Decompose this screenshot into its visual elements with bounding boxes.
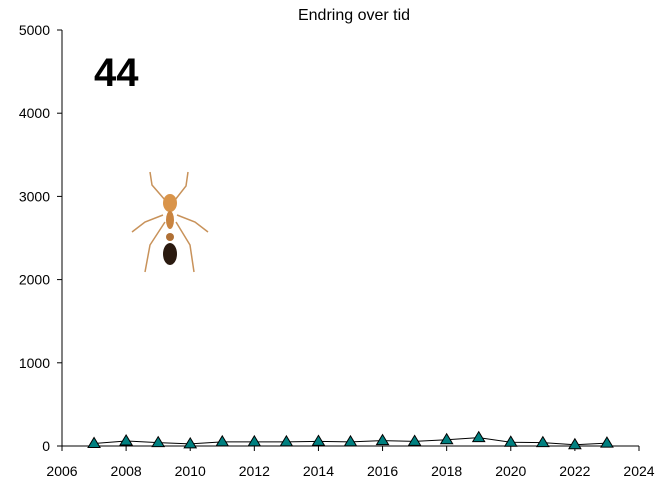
ant-illustration (131, 171, 209, 273)
x-tick-label: 2018 (431, 463, 462, 479)
y-tick-label: 2000 (19, 272, 50, 288)
data-point (151, 435, 166, 448)
y-tick-label: 1000 (19, 355, 50, 371)
x-tick-label: 2012 (239, 463, 270, 479)
data-point (247, 434, 262, 447)
data-point (407, 434, 422, 446)
x-tick-label: 2008 (111, 463, 142, 479)
data-point (279, 434, 294, 447)
data-point (375, 433, 390, 446)
data-point (343, 434, 358, 447)
data-point (119, 434, 133, 446)
chart-title: Endring over tid (298, 7, 410, 24)
data-point (439, 432, 454, 445)
y-tick-label: 0 (42, 438, 50, 454)
data-point (87, 436, 101, 449)
data-point (503, 435, 518, 447)
x-tick-label: 2016 (367, 463, 398, 479)
x-tick-label: 2014 (303, 463, 334, 479)
x-tick-label: 2024 (623, 463, 654, 479)
y-tick-label: 5000 (19, 22, 50, 38)
x-tick-label: 2020 (495, 463, 526, 479)
x-tick-label: 2022 (559, 463, 590, 479)
y-tick-label: 4000 (19, 105, 50, 121)
data-point (471, 430, 486, 443)
data-point (535, 435, 550, 448)
y-tick-label: 3000 (19, 188, 50, 204)
data-point (568, 437, 582, 450)
data-point (215, 434, 230, 447)
data-point (311, 434, 326, 446)
data-point (183, 436, 198, 449)
x-tick-label: 2006 (46, 463, 77, 479)
data-point (600, 436, 614, 448)
annotation: 44 (94, 51, 139, 95)
x-tick-label: 2010 (175, 463, 206, 479)
